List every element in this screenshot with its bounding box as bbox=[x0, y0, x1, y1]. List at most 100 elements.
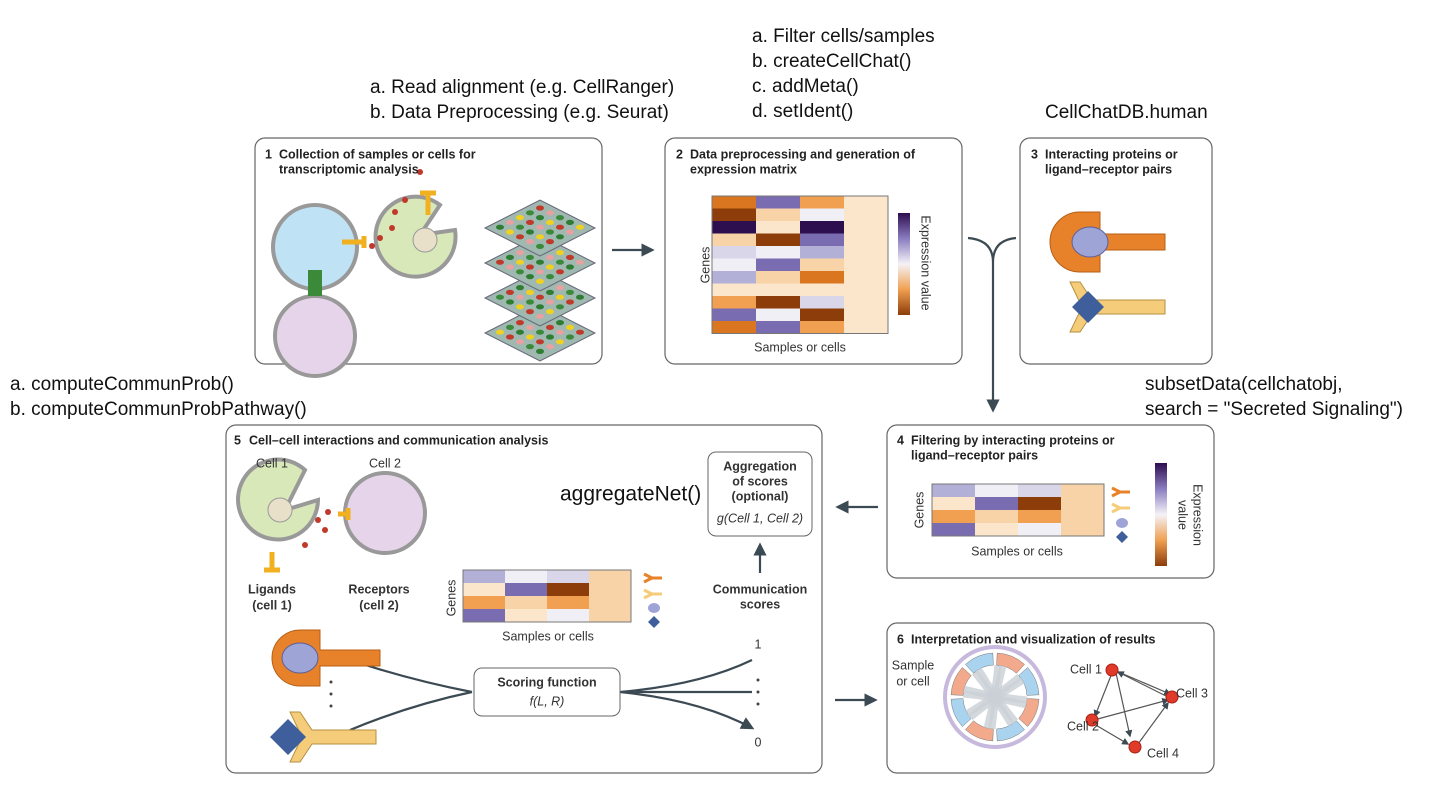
heat-frame bbox=[711, 195, 889, 334]
well bbox=[516, 285, 524, 291]
label: Expression bbox=[1191, 484, 1205, 546]
label: g(Cell 1, Cell 2) bbox=[717, 511, 803, 525]
well bbox=[546, 344, 554, 350]
well bbox=[496, 329, 504, 335]
heat-cell bbox=[589, 583, 631, 596]
well bbox=[536, 224, 544, 230]
receptor bbox=[264, 552, 280, 573]
annotation: a. Read alignment (e.g. CellRanger) bbox=[370, 77, 674, 98]
well bbox=[556, 259, 564, 265]
heat-cell bbox=[756, 233, 800, 246]
heat-cell bbox=[844, 296, 888, 309]
well bbox=[556, 215, 564, 221]
label: Samples or cells bbox=[971, 544, 1063, 558]
heat-cell bbox=[932, 497, 975, 510]
well bbox=[546, 264, 554, 270]
heatmap bbox=[462, 569, 632, 623]
heat-cell bbox=[712, 233, 756, 246]
aggregation-box bbox=[707, 451, 813, 537]
well bbox=[566, 324, 574, 330]
ligand bbox=[1072, 291, 1104, 323]
heat-cell bbox=[932, 484, 975, 497]
well bbox=[536, 329, 544, 335]
label: scores bbox=[740, 597, 780, 611]
label: Cell 2 bbox=[1067, 719, 1099, 733]
annotation: CellChatDB.human bbox=[1045, 102, 1208, 123]
well bbox=[556, 285, 564, 291]
heat-cell bbox=[1018, 523, 1061, 536]
heat-cell bbox=[756, 246, 800, 259]
panel-title: Interacting proteins or bbox=[1045, 147, 1178, 161]
panel-title: Data preprocessing and generation of bbox=[690, 147, 916, 161]
heat-cell bbox=[756, 208, 800, 221]
annotation: d. setIdent() bbox=[752, 101, 853, 122]
heat-frame bbox=[462, 569, 632, 623]
heat-cell bbox=[505, 609, 547, 622]
heat-cell bbox=[800, 246, 844, 259]
heat-cell bbox=[1061, 510, 1104, 523]
annotation: b. createCellChat() bbox=[752, 51, 911, 72]
label: Cell 1 bbox=[256, 456, 288, 470]
heat-cell bbox=[756, 221, 800, 234]
heat-cell bbox=[712, 208, 756, 221]
label: (cell 1) bbox=[252, 598, 292, 612]
merge-arrow bbox=[967, 236, 1017, 410]
well bbox=[526, 264, 534, 270]
receptor bbox=[420, 190, 436, 215]
annotation: a. computeCommunProb() bbox=[10, 374, 234, 395]
legend-icons bbox=[643, 572, 662, 628]
panel-title: Filtering by interacting proteins or bbox=[911, 433, 1115, 447]
well bbox=[556, 320, 564, 326]
heat-cell bbox=[756, 283, 800, 296]
label: 0 bbox=[755, 735, 762, 749]
well bbox=[576, 294, 584, 300]
heat-cell bbox=[712, 283, 756, 296]
panel-title: 4 bbox=[897, 433, 904, 447]
well bbox=[546, 299, 554, 305]
label: Genes bbox=[698, 247, 712, 284]
heat-cell bbox=[712, 196, 756, 209]
annotation: search = "Secreted Signaling") bbox=[1145, 399, 1403, 420]
well bbox=[546, 229, 554, 235]
ligands bbox=[369, 169, 423, 249]
label: Cell 3 bbox=[1176, 686, 1208, 700]
label: f(L, R) bbox=[530, 694, 565, 708]
well bbox=[506, 254, 514, 260]
well bbox=[536, 339, 544, 345]
scoring-box bbox=[473, 667, 621, 717]
well bbox=[556, 304, 564, 310]
heatmap bbox=[711, 195, 889, 334]
color-bar bbox=[1155, 463, 1167, 566]
well bbox=[506, 334, 514, 340]
network-nodes bbox=[1085, 663, 1179, 754]
label: Cell 1 bbox=[1070, 662, 1102, 676]
well bbox=[536, 205, 544, 211]
well bbox=[546, 210, 554, 216]
well bbox=[506, 229, 514, 235]
heat-cell bbox=[712, 258, 756, 271]
heat-cell bbox=[589, 609, 631, 622]
panel-title: transcriptomic analysis bbox=[279, 162, 419, 176]
well bbox=[546, 289, 554, 295]
annotation: a. Filter cells/samples bbox=[752, 26, 935, 47]
ligand bbox=[270, 719, 306, 755]
heat-cell bbox=[547, 596, 589, 609]
well bbox=[546, 309, 554, 315]
heat-cell bbox=[712, 271, 756, 284]
ligand bbox=[281, 642, 319, 674]
well bbox=[506, 264, 514, 270]
heat-cell bbox=[712, 308, 756, 321]
heat-cell bbox=[800, 196, 844, 209]
color-bar bbox=[898, 213, 910, 315]
heat-cell bbox=[800, 221, 844, 234]
well bbox=[506, 289, 514, 295]
well bbox=[516, 234, 524, 240]
receptor bbox=[338, 508, 351, 520]
well bbox=[556, 294, 564, 300]
annotation: b. computeCommunProbPathway() bbox=[10, 399, 307, 420]
heat-cell bbox=[844, 246, 888, 259]
ellipsis bbox=[329, 678, 760, 708]
